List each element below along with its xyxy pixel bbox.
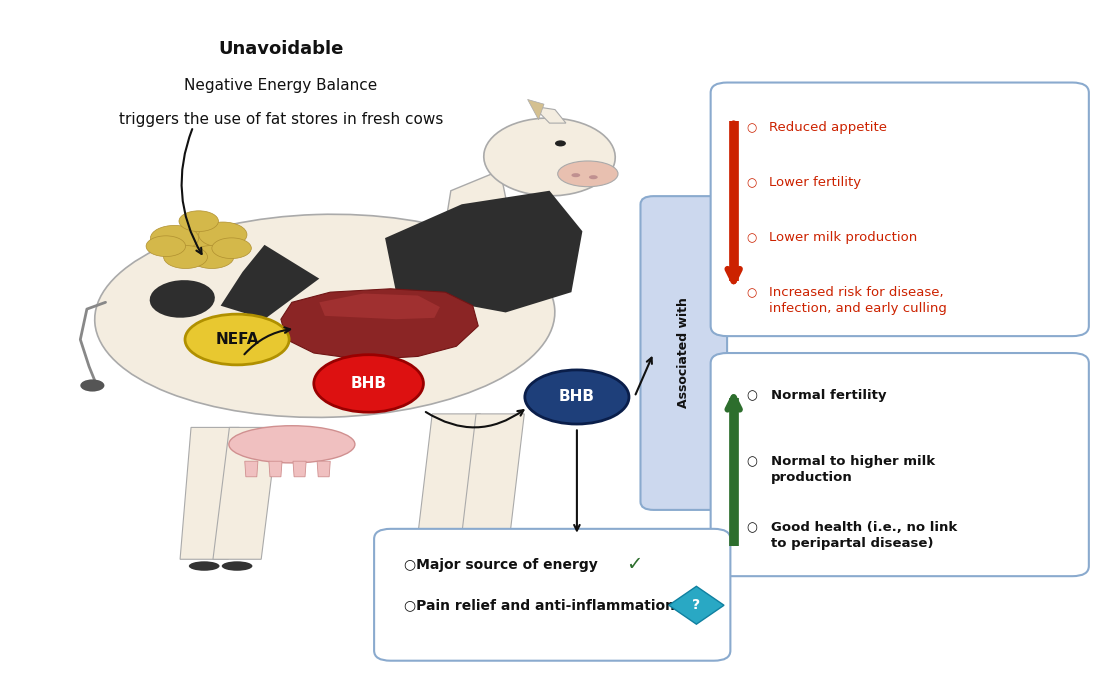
Text: Reduced appetite: Reduced appetite: [768, 121, 887, 134]
Ellipse shape: [146, 236, 186, 257]
Ellipse shape: [314, 354, 423, 412]
Ellipse shape: [170, 223, 227, 253]
Ellipse shape: [199, 222, 247, 247]
Ellipse shape: [589, 175, 598, 179]
Polygon shape: [180, 427, 240, 559]
Ellipse shape: [179, 210, 219, 232]
Text: BHB: BHB: [559, 390, 595, 405]
Ellipse shape: [555, 141, 566, 147]
Polygon shape: [293, 461, 307, 477]
Polygon shape: [320, 293, 440, 319]
Text: ✓: ✓: [626, 555, 643, 574]
Polygon shape: [528, 99, 544, 120]
Text: ○Major source of energy: ○Major source of energy: [403, 557, 598, 572]
Ellipse shape: [151, 225, 199, 251]
Polygon shape: [245, 461, 258, 477]
Ellipse shape: [185, 314, 289, 365]
Polygon shape: [669, 587, 724, 624]
Ellipse shape: [190, 246, 234, 268]
Polygon shape: [385, 191, 582, 312]
Ellipse shape: [525, 370, 629, 424]
FancyBboxPatch shape: [711, 353, 1089, 576]
Text: ○: ○: [747, 232, 757, 244]
Ellipse shape: [571, 173, 580, 177]
Text: Good health (i.e., no link
to peripartal disease): Good health (i.e., no link to peripartal…: [770, 521, 957, 551]
Ellipse shape: [557, 161, 618, 187]
Text: ○: ○: [747, 121, 757, 134]
Text: ○Pain relief and anti-inflammation: ○Pain relief and anti-inflammation: [403, 598, 675, 612]
FancyBboxPatch shape: [374, 529, 731, 661]
Polygon shape: [440, 170, 511, 265]
Text: Negative Energy Balance: Negative Energy Balance: [185, 78, 378, 94]
Ellipse shape: [189, 562, 220, 571]
Text: ○: ○: [747, 176, 757, 189]
FancyBboxPatch shape: [641, 196, 728, 510]
Text: Lower milk production: Lower milk production: [768, 232, 917, 244]
Text: ○: ○: [747, 389, 757, 402]
Ellipse shape: [212, 238, 252, 259]
Ellipse shape: [164, 246, 208, 268]
Text: ○: ○: [747, 521, 757, 534]
Text: Increased risk for disease,
infection, and early culling: Increased risk for disease, infection, a…: [768, 287, 946, 315]
Text: Normal to higher milk
production: Normal to higher milk production: [770, 455, 935, 484]
Ellipse shape: [484, 118, 615, 196]
Polygon shape: [281, 289, 478, 360]
Polygon shape: [415, 414, 480, 553]
Polygon shape: [318, 461, 331, 477]
Ellipse shape: [149, 280, 214, 318]
Text: ○: ○: [747, 455, 757, 468]
Text: Unavoidable: Unavoidable: [219, 40, 344, 58]
Polygon shape: [269, 461, 282, 477]
Polygon shape: [221, 245, 320, 319]
Text: Associated with: Associated with: [677, 297, 690, 409]
Ellipse shape: [222, 562, 253, 571]
Text: Lower fertility: Lower fertility: [768, 176, 861, 189]
Text: ○: ○: [747, 287, 757, 299]
FancyBboxPatch shape: [711, 83, 1089, 336]
Ellipse shape: [80, 380, 104, 392]
Polygon shape: [213, 427, 278, 559]
Polygon shape: [459, 414, 524, 553]
Ellipse shape: [424, 555, 455, 564]
Ellipse shape: [229, 426, 355, 463]
Text: BHB: BHB: [351, 376, 387, 391]
Text: ?: ?: [692, 598, 700, 612]
Text: triggers the use of fat stores in fresh cows: triggers the use of fat stores in fresh …: [119, 112, 443, 127]
Text: NEFA: NEFA: [215, 332, 259, 347]
Ellipse shape: [468, 555, 499, 564]
Text: Normal fertility: Normal fertility: [770, 389, 887, 402]
Polygon shape: [533, 106, 566, 123]
Ellipse shape: [95, 215, 555, 418]
